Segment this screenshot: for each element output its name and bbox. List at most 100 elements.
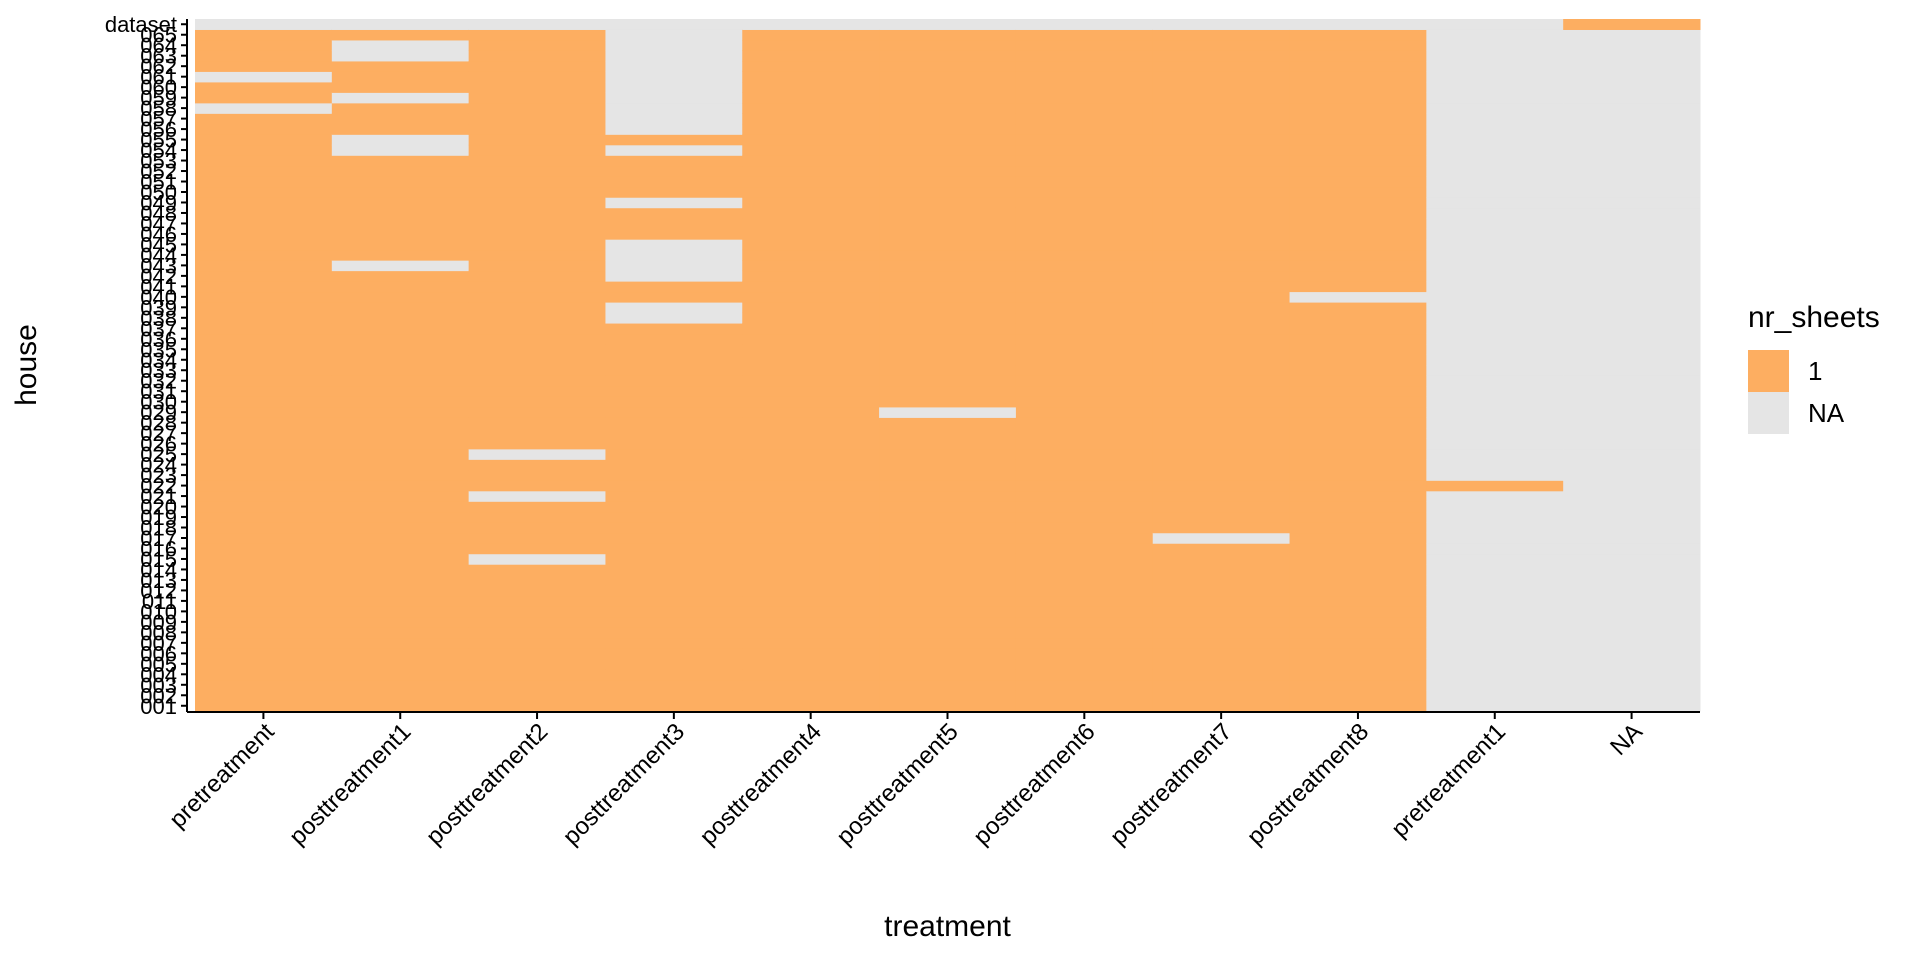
heatmap-cell: [468, 700, 606, 712]
heatmap-cell: [1563, 532, 1701, 544]
heatmap-cell: [879, 249, 1017, 261]
heatmap-cell: [1426, 333, 1564, 345]
x-tick-label: posttreatment8: [1242, 718, 1374, 850]
y-tick-label: 041: [140, 274, 177, 299]
heatmap-cell: [1289, 218, 1427, 230]
heatmap-cell: [742, 406, 880, 418]
heatmap-cell: [195, 627, 333, 639]
heatmap-cell: [1152, 186, 1291, 198]
heatmap-cell: [1563, 690, 1701, 702]
heatmap-cell: [195, 134, 333, 146]
y-tick-label: 049: [140, 190, 177, 215]
heatmap-cell: [742, 658, 880, 670]
heatmap-cell: [331, 396, 470, 408]
heatmap-cell: [1289, 354, 1427, 366]
y-tick-label: 003: [140, 673, 177, 698]
x-tick-label: posttreatment6: [968, 718, 1100, 850]
heatmap-cell: [1563, 176, 1701, 188]
heatmap-cell: [468, 459, 606, 471]
heatmap-cell: [605, 302, 743, 314]
heatmap-cell: [879, 50, 1017, 62]
heatmap-cell: [1015, 144, 1154, 156]
heatmap-cell: [1015, 218, 1154, 230]
heatmap-cell: [1015, 249, 1154, 261]
heatmap-cell: [742, 102, 880, 114]
axes: [186, 19, 1700, 713]
heatmap-cell: [1289, 616, 1427, 628]
heatmap-cell: [1289, 323, 1427, 335]
heatmap-cell: [195, 197, 333, 209]
heatmap-cell: [605, 385, 743, 397]
heatmap-cell: [742, 396, 880, 408]
heatmap-cell: [1152, 385, 1291, 397]
heatmap-cell: [879, 92, 1017, 104]
heatmap-cell: [1015, 396, 1154, 408]
heatmap-cell: [468, 197, 606, 209]
heatmap-cell: [1426, 81, 1564, 93]
heatmap-cell: [879, 438, 1017, 450]
heatmap-cell: [879, 700, 1017, 712]
y-tick-label: 056: [140, 117, 177, 142]
heatmap-cell: [742, 239, 880, 251]
heatmap-cell: [1152, 239, 1291, 251]
heatmap-cell: [468, 134, 606, 146]
heatmap-cell: [468, 564, 606, 576]
heatmap-cell: [1289, 249, 1427, 261]
heatmap-cell: [1426, 228, 1564, 240]
heatmap-cell: [1563, 511, 1701, 523]
heatmap-cell: [331, 218, 470, 230]
heatmap-cell: [195, 700, 333, 712]
y-tick-label: 065: [140, 23, 177, 48]
heatmap-cell: [1563, 574, 1701, 586]
heatmap-cell: [1015, 260, 1154, 272]
heatmap-cell: [331, 553, 470, 565]
x-tick-label: pretreatment1: [1386, 718, 1511, 843]
heatmap-cell: [879, 480, 1017, 492]
heatmap-cell: [1426, 480, 1564, 492]
heatmap-cell: [1152, 291, 1291, 303]
heatmap-cell: [195, 637, 333, 649]
heatmap-cell: [605, 427, 743, 439]
heatmap-cell: [742, 417, 880, 429]
heatmap-cell: [742, 553, 880, 565]
heatmap-cell: [1426, 239, 1564, 251]
legend-label: 1: [1808, 356, 1822, 386]
heatmap-cell: [742, 532, 880, 544]
heatmap-cell: [1563, 522, 1701, 534]
heatmap-cell: [742, 469, 880, 481]
heatmap-cell: [1152, 333, 1291, 345]
heatmap-cell: [331, 281, 470, 293]
heatmap-cell: [1015, 312, 1154, 324]
y-tick-label: 015: [140, 547, 177, 572]
y-tick-label: 009: [140, 610, 177, 635]
heatmap-cell: [879, 532, 1017, 544]
heatmap-cell: [468, 606, 606, 618]
heatmap-cell: [1563, 291, 1701, 303]
heatmap-cell: [605, 669, 743, 681]
heatmap-cell: [1289, 60, 1427, 72]
heatmap-cell: [605, 144, 743, 156]
heatmap-cell: [1152, 113, 1291, 125]
heatmap-cell: [879, 511, 1017, 523]
heatmap-cell: [879, 165, 1017, 177]
heatmap-cell: [879, 176, 1017, 188]
heatmap-cell: [1152, 375, 1291, 387]
heatmap-cell: [1289, 260, 1427, 272]
heatmap-cell: [1426, 606, 1564, 618]
heatmap-cell: [879, 207, 1017, 219]
heatmap-cell: [331, 690, 470, 702]
heatmap-cell: [1015, 637, 1154, 649]
heatmap-cell: [331, 585, 470, 597]
y-tick-label: 048: [140, 201, 177, 226]
heatmap-cell: [1563, 71, 1701, 83]
heatmap-cell: [468, 50, 606, 62]
heatmap-cell: [1152, 281, 1291, 293]
y-tick-label: 018: [140, 516, 177, 541]
heatmap-cell: [1289, 207, 1427, 219]
heatmap-cell: [1563, 648, 1701, 660]
heatmap-cell: [331, 260, 470, 272]
heatmap-cell: [195, 207, 333, 219]
y-tick-label: 063: [140, 44, 177, 69]
heatmap-cell: [1426, 417, 1564, 429]
heatmap-cell: [742, 71, 880, 83]
